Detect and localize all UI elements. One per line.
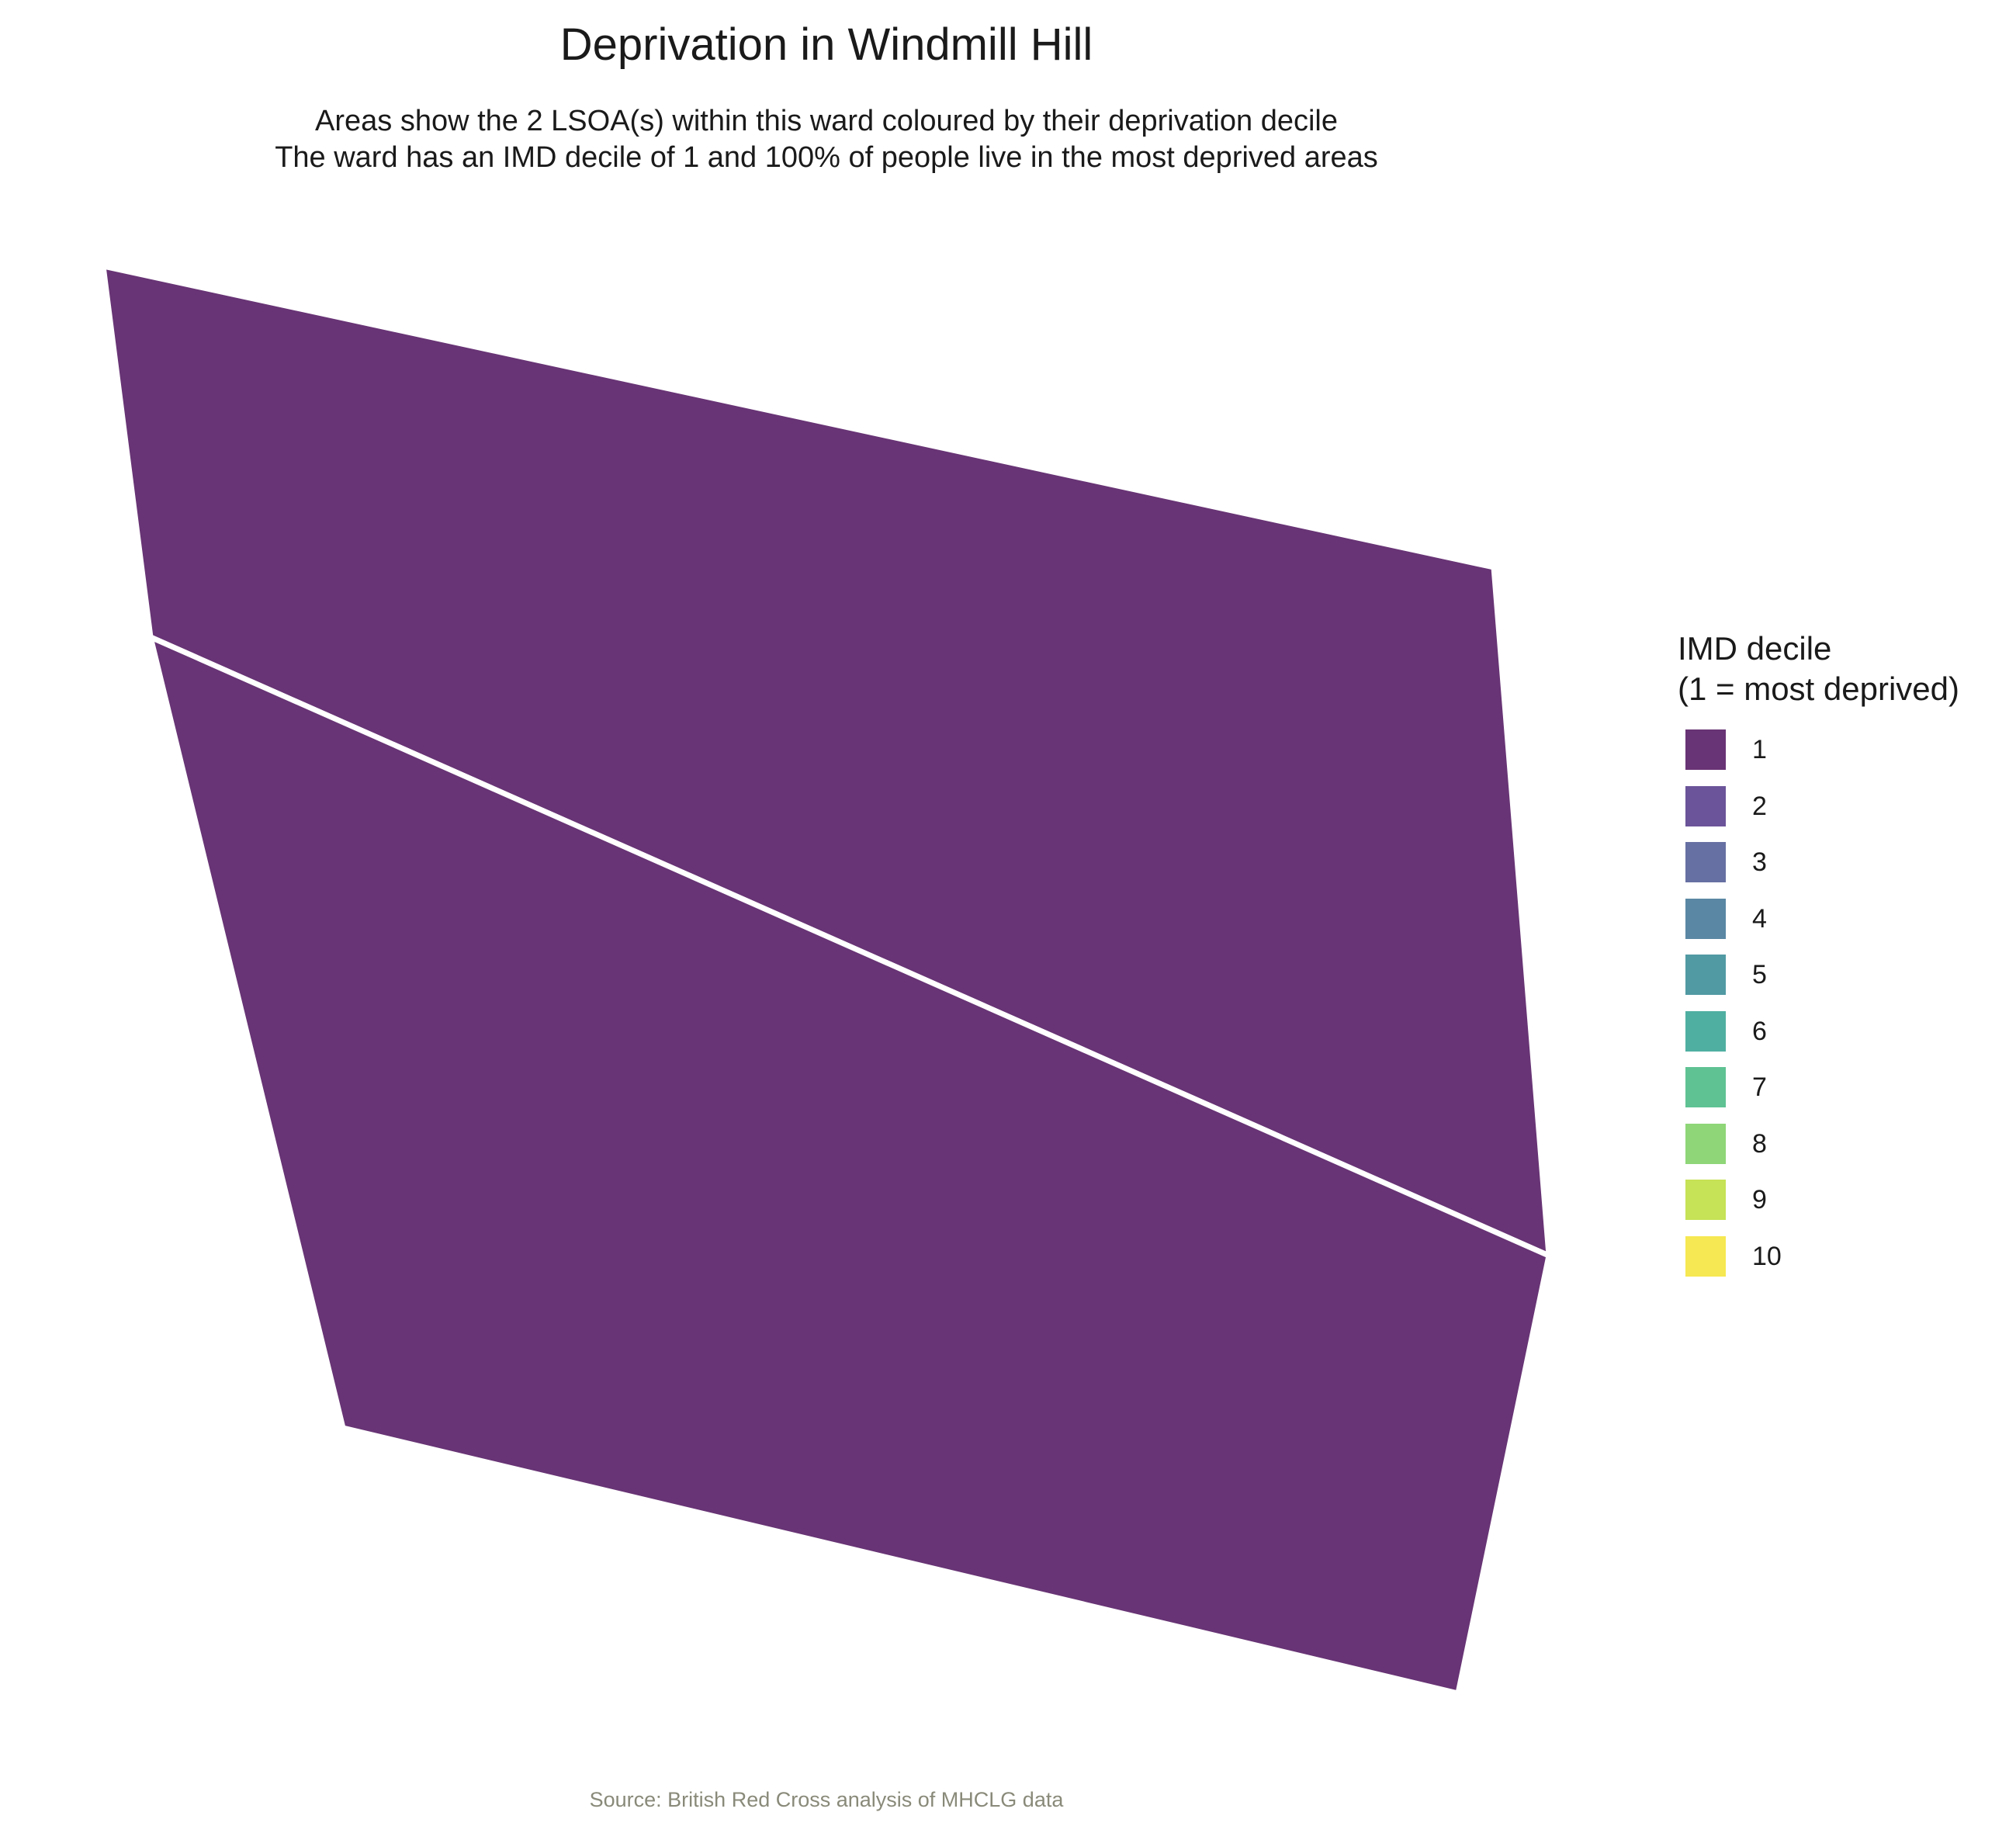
legend-item-2: 2: [1678, 785, 2004, 826]
legend-item-8: 8: [1678, 1123, 2004, 1164]
legend-swatch: [1685, 955, 1726, 995]
legend-items: 1 2 3 4 5 6 7 8 9 10: [1678, 729, 2004, 1277]
legend-title-line-2: (1 = most deprived): [1678, 670, 1959, 707]
legend-item-5: 5: [1678, 955, 2004, 995]
legend-label: 1: [1752, 735, 1767, 764]
map-subtitle-line-1: Areas show the 2 LSOA(s) within this war…: [315, 105, 1338, 137]
legend-item-9: 9: [1678, 1180, 2004, 1220]
legend-title-line-1: IMD decile: [1678, 630, 1832, 667]
lsoa-area-south[interactable]: [147, 634, 1552, 1696]
legend-swatch: [1685, 1235, 1726, 1277]
legend-swatch: [1685, 1123, 1726, 1164]
legend-label: 7: [1752, 1072, 1767, 1102]
legend-swatch: [1685, 898, 1726, 939]
legend-swatch: [1685, 842, 1726, 882]
map-subtitle-line-2: The ward has an IMD decile of 1 and 100%…: [275, 141, 1378, 174]
legend-label: 6: [1752, 1016, 1767, 1046]
legend-swatch: [1685, 1067, 1726, 1107]
legend-item-4: 4: [1678, 898, 2004, 939]
legend-label: 3: [1752, 847, 1767, 877]
legend-swatch: [1685, 1180, 1726, 1220]
legend-item-3: 3: [1678, 842, 2004, 882]
legend-label: 2: [1752, 791, 1767, 821]
legend-swatch: [1685, 729, 1726, 770]
legend-label: 9: [1752, 1185, 1767, 1214]
legend-item-10: 10: [1678, 1235, 2004, 1277]
legend-label: 8: [1752, 1128, 1767, 1159]
legend-title: IMD decile (1 = most deprived): [1678, 629, 2004, 709]
legend-label: 10: [1752, 1241, 1782, 1271]
legend-swatch: [1685, 1010, 1726, 1052]
legend-label: 5: [1752, 960, 1767, 989]
legend-item-7: 7: [1678, 1067, 2004, 1107]
legend-item-1: 1: [1678, 729, 2004, 770]
map-title: Deprivation in Windmill Hill: [559, 19, 1093, 70]
legend: IMD decile (1 = most deprived) 1 2 3 4 5 6 7 8 9…: [1678, 629, 2004, 1292]
legend-item-6: 6: [1678, 1010, 2004, 1052]
source-caption: Source: British Red Cross analysis of MH…: [589, 1788, 1064, 1811]
legend-swatch: [1685, 785, 1726, 826]
legend-label: 4: [1752, 903, 1767, 934]
